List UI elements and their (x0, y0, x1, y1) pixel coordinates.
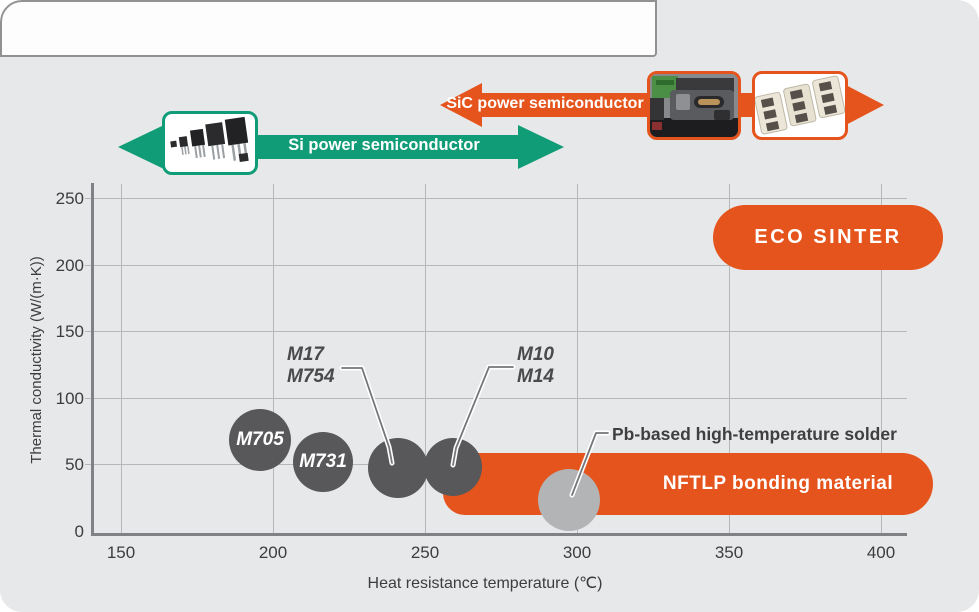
y-axis-line (91, 183, 94, 536)
callout-pb-solder: Pb-based high-temperature solder (612, 424, 897, 444)
callout-m10-m14: M10 M14 (517, 344, 554, 388)
power-modules-icon (755, 75, 845, 135)
si-arrow-label: Si power semiconductor (288, 136, 480, 154)
gridline (85, 265, 907, 266)
gridline (425, 184, 426, 533)
sic-arrow-label: SiC power semiconductor (446, 95, 644, 112)
inverter-unit-icon (650, 74, 738, 137)
y-axis-title: Thermal conductivity (W/(m·K)) (28, 256, 45, 464)
y-tick-label: 200 (55, 256, 84, 275)
nftlp-region-label: NFTLP bonding material (662, 473, 894, 494)
data-point-pb-solder (538, 469, 600, 531)
y-tick-label: 250 (55, 189, 84, 208)
y-tick-label: 0 (74, 522, 84, 541)
sic-modules-photo (752, 71, 848, 140)
x-tick-label: 400 (866, 543, 896, 562)
gridline (85, 398, 907, 399)
y-tick-label: 50 (65, 455, 84, 474)
callout-m17-m754: M17 M754 (287, 344, 335, 388)
gridline (85, 331, 907, 332)
x-tick-label: 150 (106, 543, 136, 562)
callout-line: M10 (517, 344, 554, 365)
x-axis-title: Heat resistance temperature (℃) (367, 575, 603, 592)
gridline (577, 184, 578, 533)
data-point-m731: M731 (293, 432, 353, 492)
data-point-m17-m754 (368, 438, 428, 498)
y-tick-label: 100 (55, 389, 84, 408)
callout-line: M14 (517, 366, 554, 387)
x-tick-label: 300 (562, 543, 592, 562)
gridline (273, 184, 274, 533)
gridline (121, 184, 122, 533)
eco-sinter-region (713, 205, 943, 270)
x-tick-label: 200 (258, 543, 288, 562)
sic-inverter-photo (647, 71, 741, 140)
gridline (729, 184, 730, 533)
title-box (0, 0, 657, 57)
data-point-m10-m14 (424, 438, 482, 496)
gridline (881, 184, 882, 533)
callout-line: M754 (287, 366, 335, 387)
gridline (85, 198, 907, 199)
data-point-m705: M705 (229, 409, 291, 471)
si-semiconductor-photo (162, 111, 258, 175)
x-tick-label: 350 (714, 543, 744, 562)
callout-line: M17 (287, 344, 324, 365)
eco-sinter-label: ECO SINTER (754, 226, 902, 248)
transistor-packages-icon (170, 116, 249, 163)
nftlp-region (443, 453, 933, 515)
y-tick-label: 150 (55, 322, 84, 341)
x-axis-line (91, 533, 907, 536)
x-tick-label: 250 (410, 543, 440, 562)
